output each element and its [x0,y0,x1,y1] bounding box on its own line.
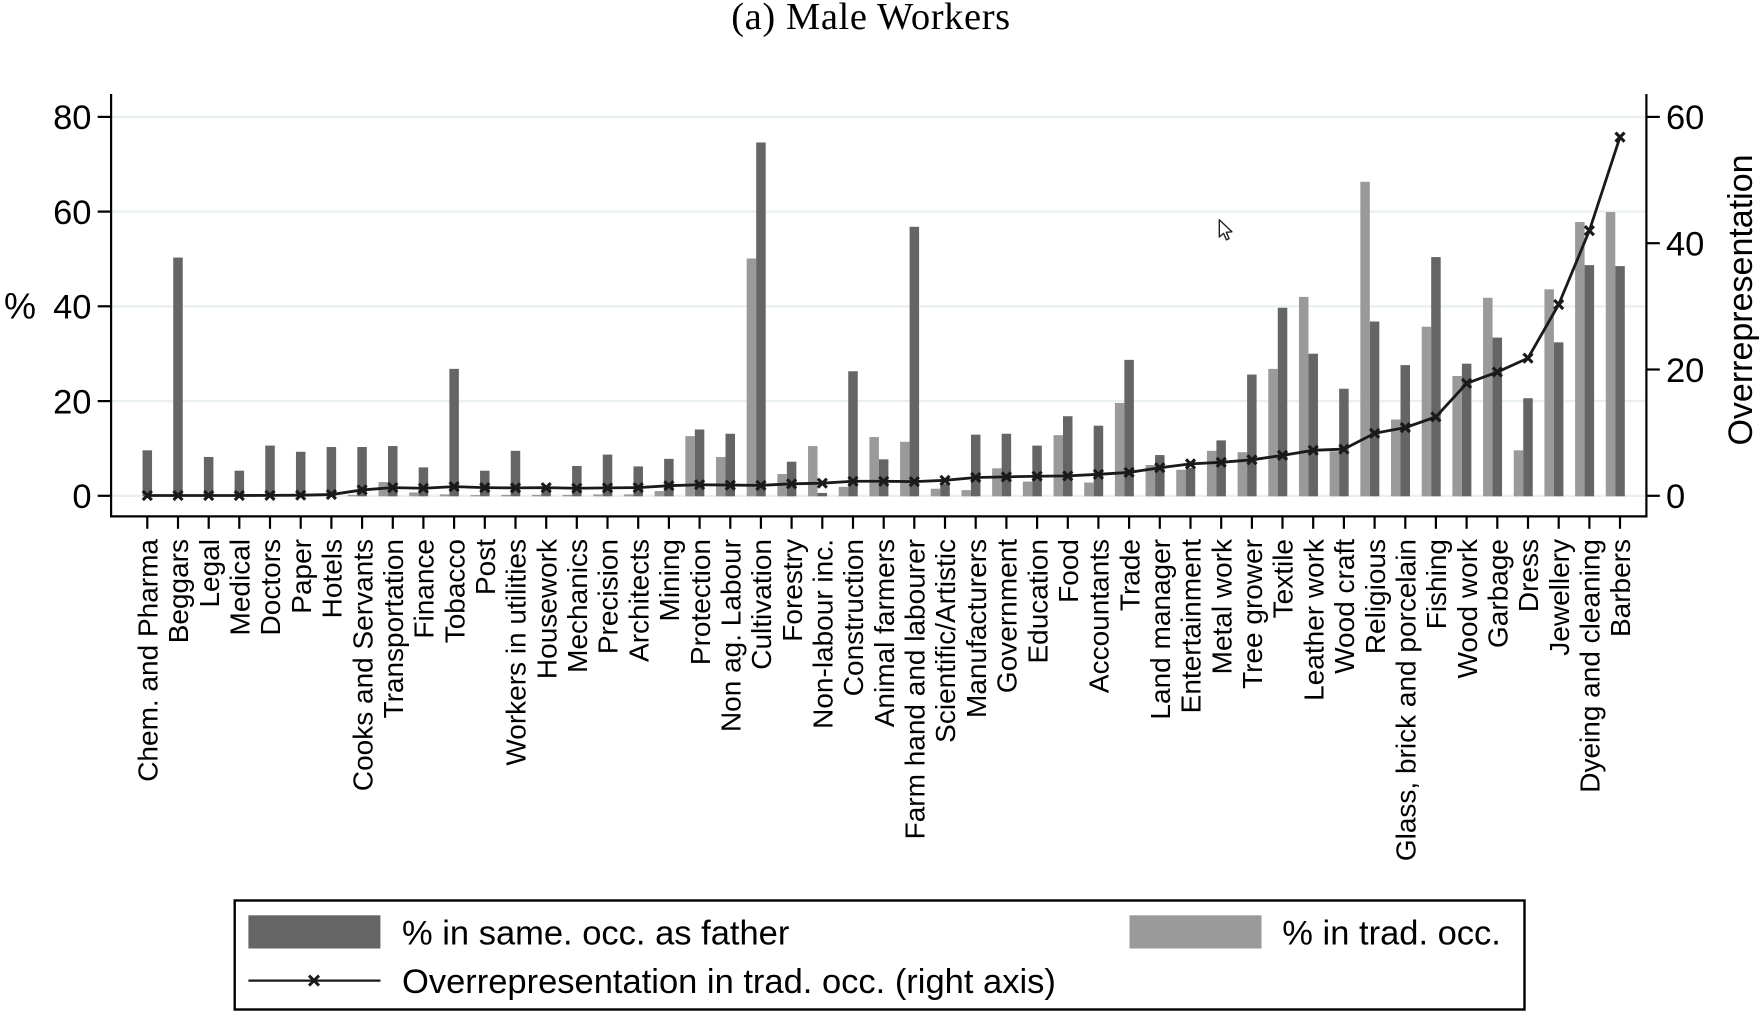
svg-text:% in trad. occ.: % in trad. occ. [1282,914,1501,952]
svg-text:Mechanics: Mechanics [562,539,593,673]
svg-text:Forestry: Forestry [777,539,808,642]
svg-text:Religious: Religious [1360,539,1391,654]
svg-text:60: 60 [53,194,91,232]
svg-text:Beggars: Beggars [163,539,194,643]
svg-text:Government: Government [992,539,1023,693]
svg-text:Farm hand and labourer: Farm hand and labourer [900,539,931,839]
svg-text:0: 0 [72,478,91,516]
svg-text:20: 20 [1666,352,1704,390]
svg-text:Garbage: Garbage [1483,539,1514,648]
svg-text:Construction: Construction [838,539,869,696]
svg-text:0: 0 [1666,478,1685,516]
svg-text:% in same. occ. as father: % in same. occ. as father [402,914,789,952]
svg-text:(a) Male Workers: (a) Male Workers [731,0,1010,38]
svg-text:Architects: Architects [623,539,654,662]
svg-text:40: 40 [1666,226,1704,264]
svg-text:Fishing: Fishing [1421,539,1452,629]
svg-text:Manufacturers: Manufacturers [961,539,992,718]
svg-text:Education: Education [1022,539,1053,664]
svg-text:Medical: Medical [225,539,256,635]
svg-text:Post: Post [470,539,501,595]
svg-text:Cultivation: Cultivation [746,539,777,670]
svg-text:Dyeing and cleaning: Dyeing and cleaning [1575,539,1606,793]
svg-text:Chem. and Pharma: Chem. and Pharma [133,539,164,782]
svg-text:Finance: Finance [409,539,440,639]
svg-text:Wood craft: Wood craft [1329,539,1360,674]
svg-text:Non-labour inc.: Non-labour inc. [808,539,839,729]
svg-text:Overrepresentation in trad. oc: Overrepresentation in trad. occ. (right … [402,963,1056,1001]
svg-text:Hotels: Hotels [317,539,348,618]
svg-text:Overrepresentation: Overrepresentation [1722,154,1760,445]
svg-text:Precision: Precision [593,539,624,654]
svg-text:Scientific/Artistic: Scientific/Artistic [930,539,961,743]
svg-text:%: % [4,286,36,327]
svg-text:Mining: Mining [654,539,685,621]
svg-text:20: 20 [53,383,91,421]
svg-text:Legal: Legal [194,539,225,608]
svg-text:Animal farmers: Animal farmers [869,539,900,727]
svg-text:Workers in utilities: Workers in utilities [501,539,532,766]
svg-text:Dress: Dress [1513,539,1544,612]
svg-text:Leather work: Leather work [1298,538,1329,701]
svg-text:Housework: Housework [531,538,562,679]
svg-text:Jewellery: Jewellery [1544,539,1575,656]
svg-text:Metal work: Metal work [1206,538,1237,674]
svg-text:Barbers: Barbers [1605,539,1636,637]
svg-text:Transportation: Transportation [378,539,409,719]
svg-text:60: 60 [1666,99,1704,137]
svg-text:Wood work: Wood work [1452,538,1483,679]
svg-text:Land manager: Land manager [1145,539,1176,720]
svg-text:Textile: Textile [1268,539,1299,618]
svg-text:Cooks and Servants: Cooks and Servants [347,539,378,791]
svg-text:Non ag. Labour: Non ag. Labour [716,539,747,732]
svg-text:Tree grower: Tree grower [1237,539,1268,689]
svg-text:Accountants: Accountants [1084,539,1115,693]
svg-text:Paper: Paper [286,539,317,614]
svg-text:Entertainment: Entertainment [1176,539,1207,714]
svg-text:40: 40 [53,289,91,327]
svg-text:80: 80 [53,99,91,137]
svg-text:Doctors: Doctors [255,539,286,635]
svg-text:Protection: Protection [685,539,716,665]
svg-text:Glass, brick and porcelain: Glass, brick and porcelain [1391,539,1422,861]
svg-text:Tobacco: Tobacco [439,539,470,643]
svg-text:Trade: Trade [1114,539,1145,611]
svg-text:Food: Food [1053,539,1084,603]
